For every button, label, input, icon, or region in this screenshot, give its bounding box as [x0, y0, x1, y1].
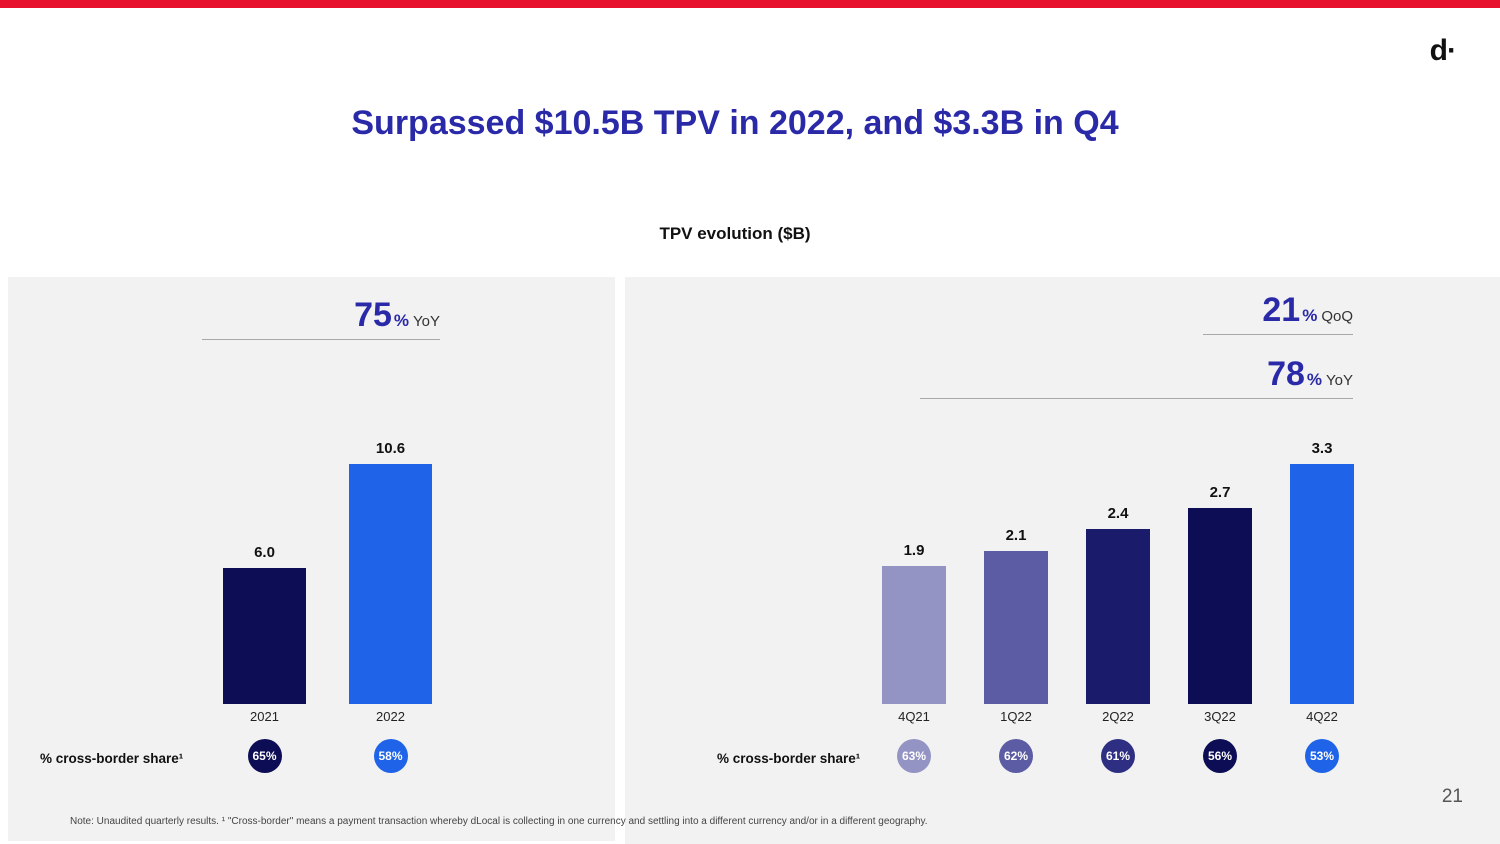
annual-bar-chart: 6.0 2021 65% 10.6 2022 58% [223, 432, 432, 773]
bar-area: 3.3 [1290, 432, 1354, 704]
annual-chart-panel: 75% YoY 6.0 2021 65% 10.6 2022 58% % cross-bor… [8, 277, 615, 841]
bar [984, 551, 1048, 704]
quarterly-bar-chart: 1.9 4Q21 63% 2.1 1Q22 62% 2.4 2Q22 61% 2.7 3Q22 56%… [882, 432, 1354, 773]
cross-border-share-badge: 53% [1305, 739, 1339, 773]
bar-area: 10.6 [349, 432, 432, 704]
cross-border-share-label: % cross-border share¹ [717, 751, 861, 766]
cross-border-share-badge: 62% [999, 739, 1033, 773]
annotation-number: 75 [354, 296, 392, 334]
page-number: 21 [1441, 786, 1463, 807]
bar-category-label: 4Q22 [1306, 709, 1338, 724]
bar-column: 2.1 1Q22 62% [984, 432, 1048, 773]
bar-category-label: 2Q22 [1102, 709, 1134, 724]
bar-category-label: 2022 [376, 709, 405, 724]
bar-value-label: 2.7 [1209, 484, 1231, 501]
footnote: Note: Unaudited quarterly results. ¹ "Cr… [70, 816, 928, 827]
cross-border-share-label: % cross-border share¹ [40, 751, 184, 766]
bar-value-label: 6.0 [254, 544, 275, 561]
bar-category-label: 3Q22 [1204, 709, 1236, 724]
bar [1290, 464, 1354, 704]
quarterly-qoq-annotation: 21% QoQ [1203, 289, 1353, 335]
bar-area: 2.1 [984, 432, 1048, 704]
cross-border-share-badge: 58% [373, 739, 408, 773]
bar-category-label: 2021 [250, 709, 279, 724]
page-title: Surpassed $10.5B TPV in 2022, and $3.3B … [351, 104, 1119, 142]
bar-column: 6.0 2021 65% [223, 432, 306, 773]
cross-border-share-badge: 63% [897, 739, 931, 773]
annotation-label: YoY [1326, 372, 1353, 389]
bar-column: 1.9 4Q21 63% [882, 432, 946, 773]
bar [1086, 529, 1150, 704]
dlocal-logo: d· [1429, 34, 1457, 67]
annotation-label: QoQ [1321, 308, 1353, 325]
bar [882, 566, 946, 704]
bar [349, 464, 432, 704]
annotation-number: 78 [1267, 355, 1305, 393]
cross-border-share-badge: 65% [247, 739, 282, 773]
bar-column: 3.3 4Q22 53% [1290, 432, 1354, 773]
bar-area: 6.0 [223, 432, 306, 704]
bar-category-label: 4Q21 [898, 709, 930, 724]
bar-value-label: 10.6 [375, 440, 406, 457]
quarterly-yoy-annotation: 78% YoY [920, 353, 1353, 399]
annual-yoy-annotation: 75% YoY [202, 294, 440, 340]
chart-title: TPV evolution ($B) [659, 224, 811, 243]
bar-column: 2.4 2Q22 61% [1086, 432, 1150, 773]
bar-value-label: 2.4 [1107, 505, 1129, 522]
annotation-unit: % [1302, 306, 1318, 325]
bar-column: 2.7 3Q22 56% [1188, 432, 1252, 773]
bar-value-label: 2.1 [1005, 527, 1027, 544]
annotation-unit: % [393, 311, 410, 330]
bar-area: 2.7 [1188, 432, 1252, 704]
bar [223, 568, 306, 704]
bar-category-label: 1Q22 [1000, 709, 1032, 724]
annotation-number: 21 [1262, 291, 1301, 329]
quarterly-chart-panel: 21% QoQ 78% YoY 1.9 4Q21 63% 2.1 1Q22 62% 2.4 2Q2… [625, 277, 1500, 844]
cross-border-share-badge: 61% [1101, 739, 1135, 773]
top-accent-bar [0, 0, 1500, 8]
cross-border-share-badge: 56% [1203, 739, 1237, 773]
bar-area: 2.4 [1086, 432, 1150, 704]
annotation-unit: % [1306, 370, 1323, 389]
bar-value-label: 1.9 [903, 542, 925, 559]
bar-area: 1.9 [882, 432, 946, 704]
bar-column: 10.6 2022 58% [349, 432, 432, 773]
annotation-label: YoY [413, 313, 440, 330]
bar [1188, 508, 1252, 704]
bar-value-label: 3.3 [1311, 440, 1333, 457]
